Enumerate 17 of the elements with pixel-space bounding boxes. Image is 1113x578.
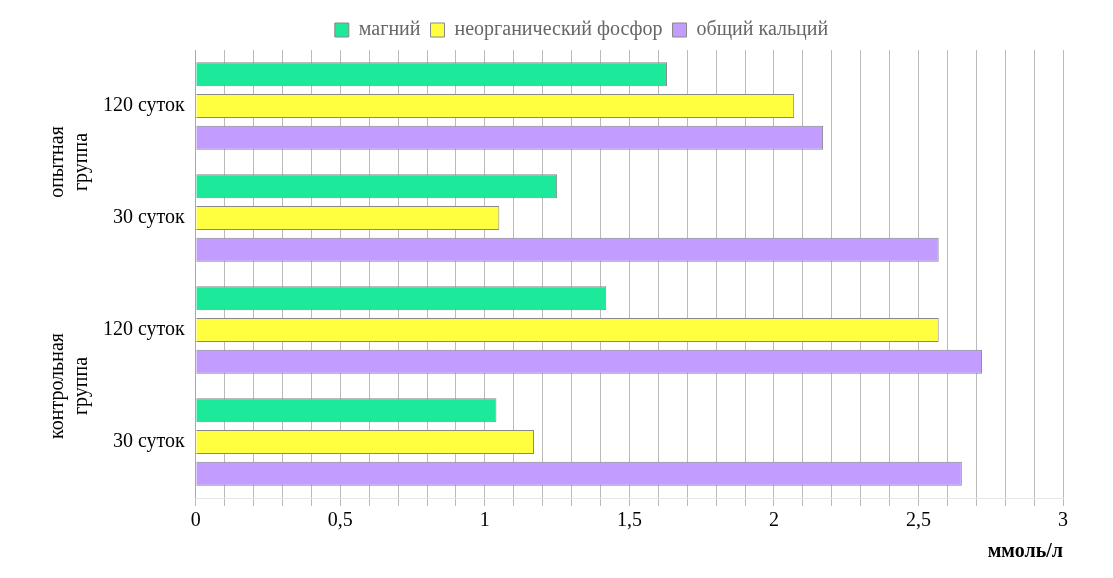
text: опытная группа [45,126,93,198]
y-tick-label: 30 суток [112,205,186,229]
text: контрольная группа [45,332,93,440]
legend-label: общий кальций [696,17,829,41]
x-tick-label: 0,5 [327,508,353,531]
x-tick-label: 0 [190,508,201,531]
legend-label: неорганический фосфор [454,17,663,41]
legend-label: магний [358,17,421,40]
x-axis-title: ммоль/л [987,539,1063,562]
x-tick-label: 1 [479,508,490,531]
x-tick-label: 1,5 [616,508,642,531]
y-tick-label: 120 суток [102,93,186,117]
x-tick-label: 3 [1058,508,1068,531]
x-tick-label: 2,5 [905,508,931,531]
y-tick-label: 120 суток [102,317,186,341]
x-tick-label: 2 [768,508,779,531]
y-tick-label: 30 суток [112,429,186,453]
